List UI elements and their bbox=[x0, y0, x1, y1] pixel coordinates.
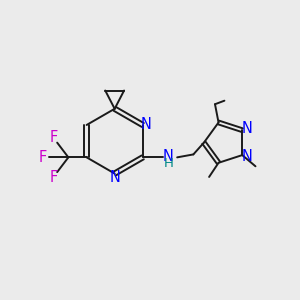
Text: F: F bbox=[50, 130, 58, 145]
Text: N: N bbox=[241, 149, 252, 164]
Text: H: H bbox=[164, 157, 173, 170]
Text: F: F bbox=[39, 150, 47, 165]
Text: N: N bbox=[141, 117, 152, 132]
Text: N: N bbox=[163, 149, 174, 164]
Text: N: N bbox=[241, 121, 252, 136]
Text: F: F bbox=[50, 170, 58, 185]
Text: N: N bbox=[109, 169, 120, 184]
